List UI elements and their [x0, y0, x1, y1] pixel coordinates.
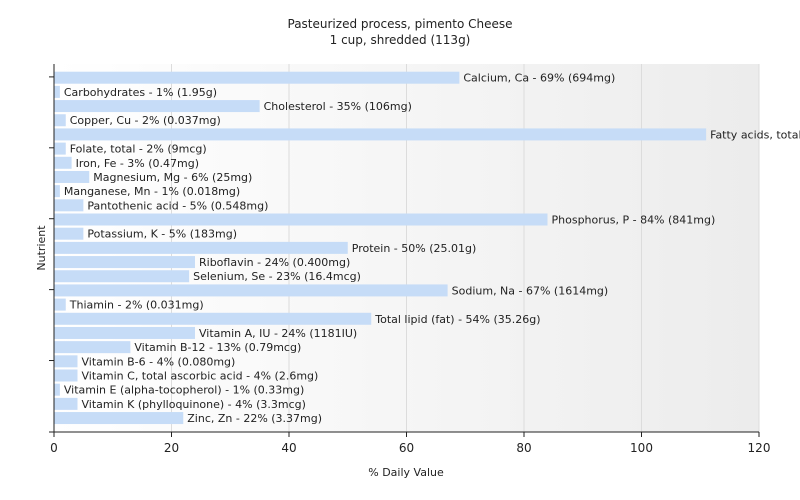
bar-label: Iron, Fe - 3% (0.47mg): [76, 157, 199, 170]
y-axis-ticks: [49, 76, 54, 433]
bar-label: Copper, Cu - 2% (0.037mg): [70, 114, 221, 127]
x-tick-label: 100: [630, 441, 653, 455]
bar: [54, 128, 707, 141]
bar: [54, 199, 84, 212]
x-tick-label: 80: [516, 441, 531, 455]
bar: [54, 412, 184, 425]
bar-label: Pantothenic acid - 5% (0.548mg): [87, 199, 268, 212]
bar: [54, 284, 448, 297]
bar: [54, 397, 78, 410]
bar: [54, 100, 260, 113]
bar-label: Protein - 50% (25.01g): [352, 242, 477, 255]
bar-label: Selenium, Se - 23% (16.4mcg): [193, 270, 361, 283]
bar: [54, 312, 372, 325]
bar: [54, 369, 78, 382]
bar-label: Carbohydrates - 1% (1.95g): [64, 86, 217, 99]
bar: [54, 71, 460, 84]
bar-label: Zinc, Zn - 22% (3.37mg): [187, 412, 322, 425]
bar-label: Riboflavin - 24% (0.400mg): [199, 256, 350, 269]
bar: [54, 270, 190, 283]
bar-label: Thiamin - 2% (0.031mg): [69, 299, 204, 312]
bar: [54, 142, 66, 155]
bar-label: Vitamin B-12 - 13% (0.79mcg): [134, 341, 301, 354]
x-tick-label: 40: [281, 441, 296, 455]
bar-label: Fatty acids, total saturated - 111% (22.…: [710, 128, 800, 141]
bar: [54, 170, 90, 183]
bar-label: Vitamin B-6 - 4% (0.080mg): [82, 355, 236, 368]
x-tick-label: 120: [748, 441, 771, 455]
bar: [54, 185, 60, 198]
bars: Calcium, Ca - 69% (694mg) Carbohydrates -…: [54, 71, 800, 425]
bar: [54, 326, 195, 339]
bar: [54, 256, 195, 269]
bar-label: Phosphorus, P - 84% (841mg): [552, 214, 716, 227]
chart-title: Pasteurized process, pimento Cheese: [288, 17, 513, 31]
bar: [54, 355, 78, 368]
bar-label: Folate, total - 2% (9mcg): [70, 143, 207, 156]
bar-label: Potassium, K - 5% (183mg): [87, 228, 237, 241]
bar: [54, 114, 66, 127]
bar-label: Calcium, Ca - 69% (694mg): [463, 72, 615, 85]
bar: [54, 298, 66, 311]
bar: [54, 156, 72, 169]
x-tick-label: 60: [399, 441, 414, 455]
bar: [54, 383, 60, 396]
x-tick-label: 20: [164, 441, 179, 455]
bar: [54, 241, 348, 254]
bar-label: Magnesium, Mg - 6% (25mg): [93, 171, 252, 184]
x-axis-ticks: 0 20 40 60 80 100 120: [50, 432, 770, 455]
bar: [54, 227, 84, 240]
bar-label: Sodium, Na - 67% (1614mg): [452, 284, 609, 297]
bar-label: Vitamin E (alpha-tocopherol) - 1% (0.33m…: [64, 384, 304, 397]
bar: [54, 85, 60, 98]
bar: [54, 213, 548, 226]
x-axis-title: % Daily Value: [368, 466, 444, 479]
chart-subtitle: 1 cup, shredded (113g): [330, 33, 471, 47]
bar-label: Vitamin K (phylloquinone) - 4% (3.3mcg): [82, 398, 306, 411]
bar-label: Vitamin C, total ascorbic acid - 4% (2.6…: [82, 370, 319, 383]
bar-label: Vitamin A, IU - 24% (1181IU): [199, 327, 357, 340]
bar-label: Total lipid (fat) - 54% (35.26g): [374, 313, 540, 326]
bar-label: Manganese, Mn - 1% (0.018mg): [64, 185, 240, 198]
x-tick-label: 0: [50, 441, 58, 455]
bar-label: Cholesterol - 35% (106mg): [264, 100, 412, 113]
bar: [54, 341, 131, 354]
y-axis-title: Nutrient: [35, 225, 48, 271]
